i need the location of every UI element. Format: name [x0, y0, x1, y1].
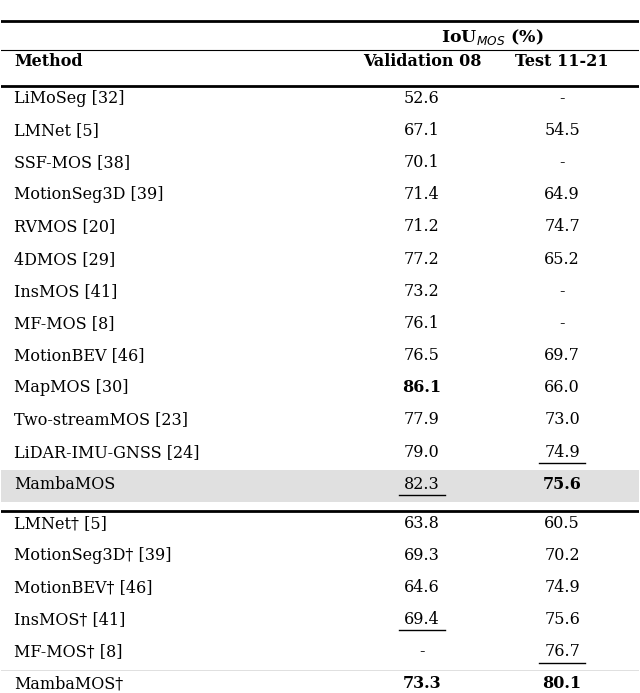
- Text: 75.6: 75.6: [544, 611, 580, 628]
- Text: LMNet [5]: LMNet [5]: [14, 122, 99, 139]
- Text: MotionBEV [46]: MotionBEV [46]: [14, 347, 145, 364]
- FancyBboxPatch shape: [1, 669, 639, 693]
- Text: 69.4: 69.4: [404, 611, 440, 628]
- Text: 54.5: 54.5: [544, 122, 580, 139]
- Text: MotionBEV† [46]: MotionBEV† [46]: [14, 579, 152, 596]
- Text: Test 11-21: Test 11-21: [515, 53, 609, 70]
- Text: 82.3: 82.3: [404, 476, 440, 493]
- Text: -: -: [559, 283, 565, 300]
- Text: 63.8: 63.8: [404, 515, 440, 532]
- Text: 79.0: 79.0: [404, 444, 440, 461]
- Text: 60.5: 60.5: [544, 515, 580, 532]
- Text: 64.6: 64.6: [404, 579, 440, 596]
- Text: 4DMOS [29]: 4DMOS [29]: [14, 251, 115, 267]
- Text: LiMoSeg [32]: LiMoSeg [32]: [14, 90, 125, 107]
- Text: 86.1: 86.1: [403, 379, 442, 396]
- Text: SSF-MOS [38]: SSF-MOS [38]: [14, 154, 131, 171]
- Text: 77.2: 77.2: [404, 251, 440, 267]
- Text: MF-MOS† [8]: MF-MOS† [8]: [14, 643, 123, 660]
- Text: 71.2: 71.2: [404, 218, 440, 236]
- Text: MambaMOS†: MambaMOS†: [14, 676, 124, 692]
- Text: 74.7: 74.7: [544, 218, 580, 236]
- Text: MotionSeg3D [39]: MotionSeg3D [39]: [14, 186, 164, 203]
- Text: -: -: [559, 154, 565, 171]
- Text: Method: Method: [14, 53, 83, 70]
- Text: 80.1: 80.1: [543, 676, 582, 692]
- Text: IoU$_{\mathit{MOS}}$ (%): IoU$_{\mathit{MOS}}$ (%): [441, 27, 543, 47]
- Text: 73.3: 73.3: [403, 676, 441, 692]
- Text: 76.5: 76.5: [404, 347, 440, 364]
- Text: MambaMOS: MambaMOS: [14, 476, 115, 493]
- Text: 73.2: 73.2: [404, 283, 440, 300]
- Text: 67.1: 67.1: [404, 122, 440, 139]
- Text: 77.9: 77.9: [404, 412, 440, 428]
- Text: 69.7: 69.7: [544, 347, 580, 364]
- Text: 73.0: 73.0: [544, 412, 580, 428]
- FancyBboxPatch shape: [1, 470, 639, 502]
- Text: MF-MOS [8]: MF-MOS [8]: [14, 315, 115, 332]
- Text: RVMOS [20]: RVMOS [20]: [14, 218, 115, 236]
- Text: 70.2: 70.2: [545, 547, 580, 564]
- Text: InsMOS [41]: InsMOS [41]: [14, 283, 118, 300]
- Text: 75.6: 75.6: [543, 476, 582, 493]
- Text: 76.1: 76.1: [404, 315, 440, 332]
- Text: 70.1: 70.1: [404, 154, 440, 171]
- Text: -: -: [419, 643, 425, 660]
- Text: -: -: [559, 90, 565, 107]
- Text: MapMOS [30]: MapMOS [30]: [14, 379, 129, 396]
- Text: LMNet† [5]: LMNet† [5]: [14, 515, 107, 532]
- Text: Two-streamMOS [23]: Two-streamMOS [23]: [14, 412, 188, 428]
- Text: 74.9: 74.9: [544, 444, 580, 461]
- Text: 66.0: 66.0: [544, 379, 580, 396]
- Text: InsMOS† [41]: InsMOS† [41]: [14, 611, 125, 628]
- Text: 65.2: 65.2: [544, 251, 580, 267]
- Text: LiDAR-IMU-GNSS [24]: LiDAR-IMU-GNSS [24]: [14, 444, 200, 461]
- Text: 74.9: 74.9: [544, 579, 580, 596]
- Text: MotionSeg3D† [39]: MotionSeg3D† [39]: [14, 547, 172, 564]
- Text: 76.7: 76.7: [544, 643, 580, 660]
- Text: 69.3: 69.3: [404, 547, 440, 564]
- Text: 71.4: 71.4: [404, 186, 440, 203]
- Text: 52.6: 52.6: [404, 90, 440, 107]
- Text: -: -: [559, 315, 565, 332]
- Text: 64.9: 64.9: [544, 186, 580, 203]
- Text: Validation 08: Validation 08: [363, 53, 481, 70]
